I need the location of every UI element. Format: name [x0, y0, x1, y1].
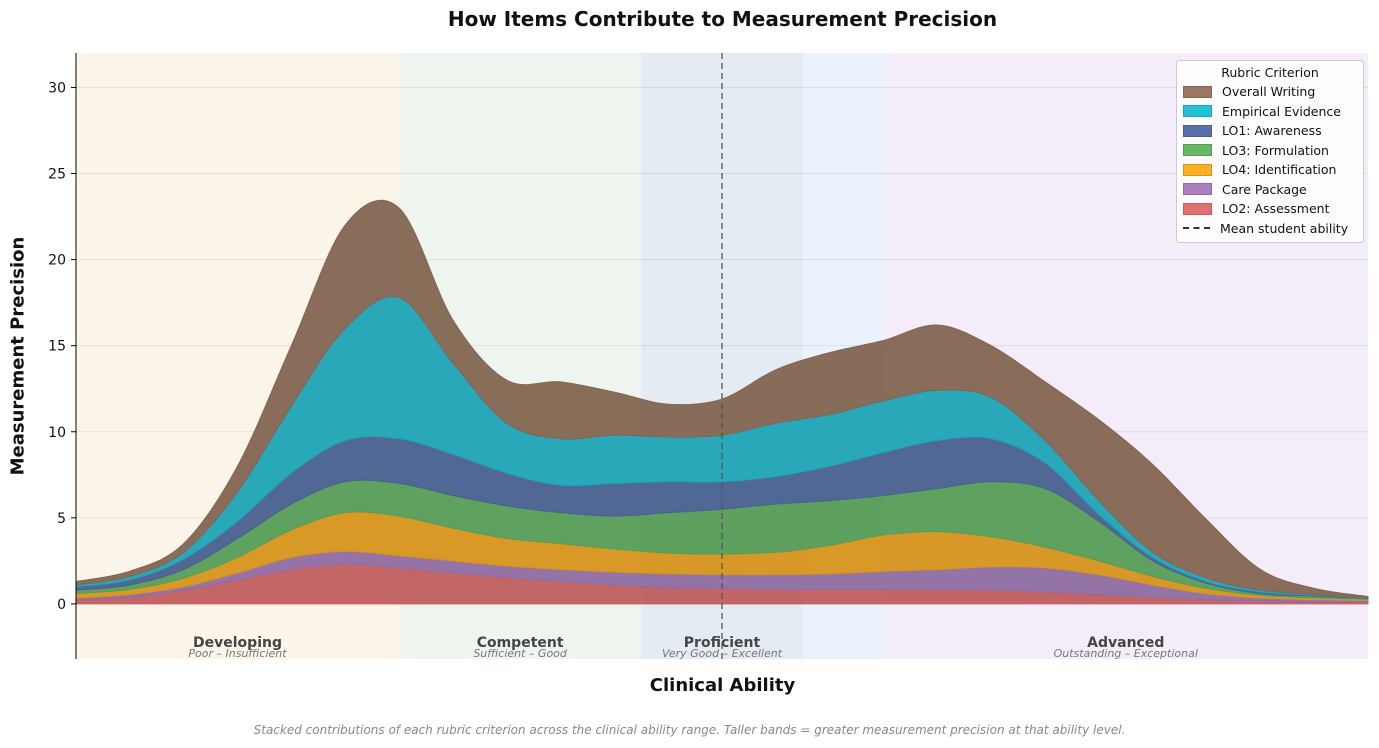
area-overall-writing — [75, 199, 1369, 598]
legend-item: LO3: Formulation — [1177, 141, 1363, 161]
band-sublabel: Sufficient – Good — [473, 647, 568, 660]
legend-item: LO1: Awareness — [1177, 121, 1363, 141]
legend-label: LO3: Formulation — [1222, 142, 1329, 158]
band-label: Advanced — [1087, 635, 1164, 651]
legend-swatch — [1183, 183, 1212, 196]
legend-title: Rubric Criterion — [1221, 65, 1319, 80]
band-sublabel: Poor – Insufficient — [188, 647, 287, 660]
band-sublabel: Outstanding – Exceptional — [1054, 647, 1198, 660]
legend-item: Overall Writing — [1177, 82, 1363, 102]
legend-label: Mean student ability — [1220, 220, 1349, 236]
legend-swatch — [1183, 163, 1212, 176]
chart-title: How Items Contribute to Measurement Prec… — [447, 7, 998, 31]
legend-label: LO4: Identification — [1222, 162, 1337, 178]
band-label: Competent — [477, 635, 564, 651]
y-tick-label: 20 — [48, 253, 66, 269]
dashed-line-icon — [1183, 227, 1210, 230]
legend-swatch — [1183, 124, 1212, 137]
legend-swatch — [1183, 202, 1212, 215]
legend-label: LO2: Assessment — [1222, 201, 1330, 217]
legend-item: Care Package — [1177, 180, 1363, 200]
y-tick-label: 15 — [48, 339, 66, 355]
legend-swatch — [1183, 85, 1212, 98]
legend-swatch — [1183, 105, 1212, 118]
y-tick-label: 0 — [57, 597, 66, 613]
legend-item: LO2: Assessment — [1177, 199, 1363, 219]
legend-label: Empirical Evidence — [1222, 103, 1341, 119]
chart-caption: Stacked contributions of each rubric cri… — [253, 723, 1126, 737]
legend-label: LO1: Awareness — [1222, 123, 1322, 139]
y-tick-label: 10 — [48, 425, 66, 441]
legend-item-mean: Mean student ability — [1177, 219, 1363, 239]
legend-item: LO4: Identification — [1177, 160, 1363, 180]
y-tick-label: 25 — [48, 167, 66, 183]
legend-label: Care Package — [1222, 181, 1307, 197]
legend: Rubric Criterion Overall Writing Empirica… — [1176, 60, 1364, 243]
legend-swatch — [1183, 144, 1212, 157]
y-tick-label: 30 — [48, 80, 66, 96]
legend-label: Overall Writing — [1222, 84, 1316, 100]
legend-item: Empirical Evidence — [1177, 102, 1363, 122]
x-axis-label: Clinical Ability — [649, 675, 796, 696]
band-label: Developing — [193, 635, 282, 651]
y-tick-label: 5 — [57, 511, 66, 527]
